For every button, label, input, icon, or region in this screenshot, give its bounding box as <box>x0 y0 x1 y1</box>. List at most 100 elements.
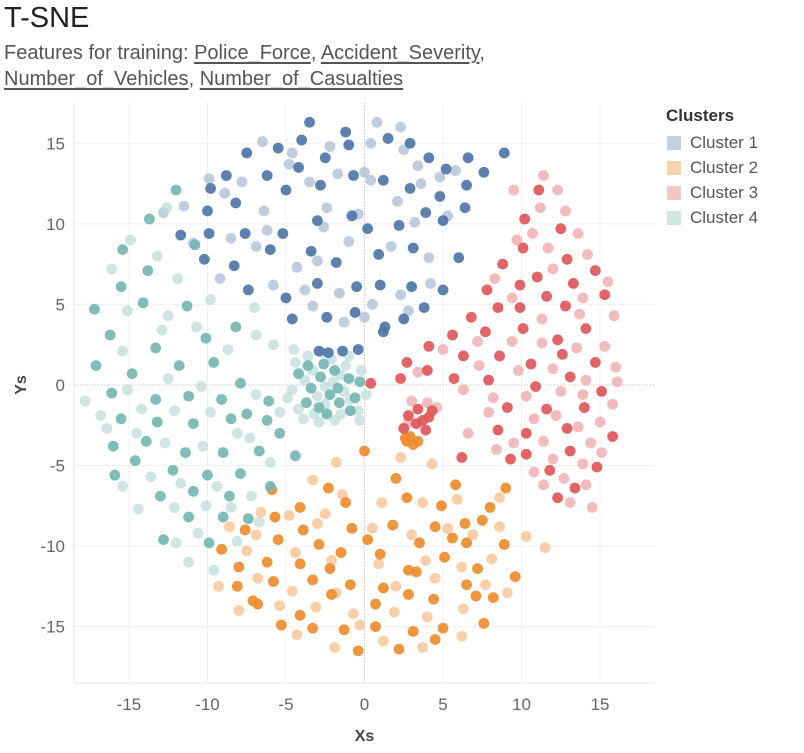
legend-swatch <box>667 185 681 200</box>
data-point <box>558 472 570 484</box>
data-point <box>307 574 319 586</box>
data-point <box>187 485 199 497</box>
data-point <box>480 579 491 591</box>
data-point <box>132 503 144 515</box>
data-point <box>608 310 620 322</box>
data-point <box>580 374 592 386</box>
data-point <box>313 539 325 550</box>
data-point <box>241 545 253 557</box>
data-point <box>235 377 246 389</box>
legend-item-cluster-2[interactable]: Cluster 2 <box>666 155 758 180</box>
data-point <box>333 287 345 299</box>
data-point <box>420 424 432 436</box>
data-point <box>514 279 526 291</box>
feature-link-accident-severity[interactable]: Accident_Severity <box>320 42 480 64</box>
data-point <box>407 626 419 637</box>
legend-item-cluster-3[interactable]: Cluster 3 <box>666 180 758 205</box>
data-point <box>439 551 450 563</box>
data-point <box>440 163 452 175</box>
data-point <box>544 464 556 476</box>
data-point <box>214 273 226 285</box>
data-point <box>498 147 510 159</box>
data-point <box>572 421 584 433</box>
data-point <box>311 255 323 267</box>
data-point <box>343 236 355 247</box>
data-point <box>131 427 143 439</box>
feature-link-number-of-casualties[interactable]: Number_of_Casualties <box>199 68 404 90</box>
data-point <box>377 326 389 338</box>
data-point <box>307 300 319 312</box>
data-point <box>519 213 531 225</box>
data-point <box>175 229 187 241</box>
x-tick-label: 10 <box>512 695 531 714</box>
data-point <box>291 261 303 273</box>
data-point <box>208 564 220 576</box>
legend-item-cluster-4[interactable]: Cluster 4 <box>666 205 758 230</box>
data-point <box>268 279 279 291</box>
data-point <box>311 215 323 227</box>
data-point <box>377 635 389 647</box>
data-point <box>447 532 458 544</box>
data-point <box>258 205 270 217</box>
data-point <box>531 271 543 283</box>
data-point <box>500 482 512 494</box>
data-point <box>388 606 400 618</box>
data-point <box>246 490 257 502</box>
data-point <box>340 497 352 508</box>
data-point <box>161 202 173 214</box>
data-point <box>450 479 461 491</box>
data-point <box>596 385 608 397</box>
data-point <box>607 431 619 442</box>
legend-item-cluster-1[interactable]: Cluster 1 <box>666 130 758 155</box>
data-point <box>239 524 251 536</box>
data-point <box>136 403 147 415</box>
data-point <box>293 162 304 173</box>
data-point <box>115 281 127 293</box>
data-point <box>250 240 262 252</box>
data-point <box>536 337 548 349</box>
data-point <box>520 448 532 460</box>
data-point <box>355 365 367 376</box>
data-point <box>541 290 553 302</box>
feature-link-number-of-vehicles[interactable]: Number_of_Vehicles <box>4 68 189 90</box>
data-point <box>517 323 529 334</box>
data-point <box>461 579 472 591</box>
data-point <box>417 642 428 653</box>
subtitle-separator: , <box>479 42 485 64</box>
data-point <box>594 416 606 428</box>
y-tick-label: -5 <box>50 457 65 476</box>
data-point <box>376 497 388 508</box>
data-point <box>390 580 402 592</box>
data-point <box>487 392 499 404</box>
data-point <box>183 390 195 402</box>
data-point <box>520 427 532 439</box>
data-point <box>211 481 223 492</box>
data-point <box>324 141 336 152</box>
data-point <box>610 361 622 373</box>
data-point <box>261 224 273 236</box>
data-point <box>351 281 363 293</box>
feature-link-police-force[interactable]: Police_Force <box>194 42 311 64</box>
x-tick-label: 5 <box>438 695 447 714</box>
data-point <box>109 469 121 481</box>
data-point <box>517 242 529 254</box>
data-point <box>434 191 446 202</box>
data-point <box>79 395 91 407</box>
data-point <box>294 558 306 570</box>
data-point <box>274 406 286 418</box>
data-point <box>249 302 260 314</box>
data-point <box>321 408 333 420</box>
data-point <box>437 622 449 634</box>
data-point <box>321 311 333 323</box>
data-point <box>371 116 383 128</box>
data-point <box>297 524 309 536</box>
data-point <box>169 405 180 417</box>
data-point <box>360 389 372 401</box>
data-point <box>494 350 505 362</box>
data-point <box>393 643 405 655</box>
data-point <box>241 408 253 420</box>
data-point <box>547 263 559 275</box>
x-tick-label: -5 <box>278 695 293 714</box>
data-point <box>577 292 589 304</box>
